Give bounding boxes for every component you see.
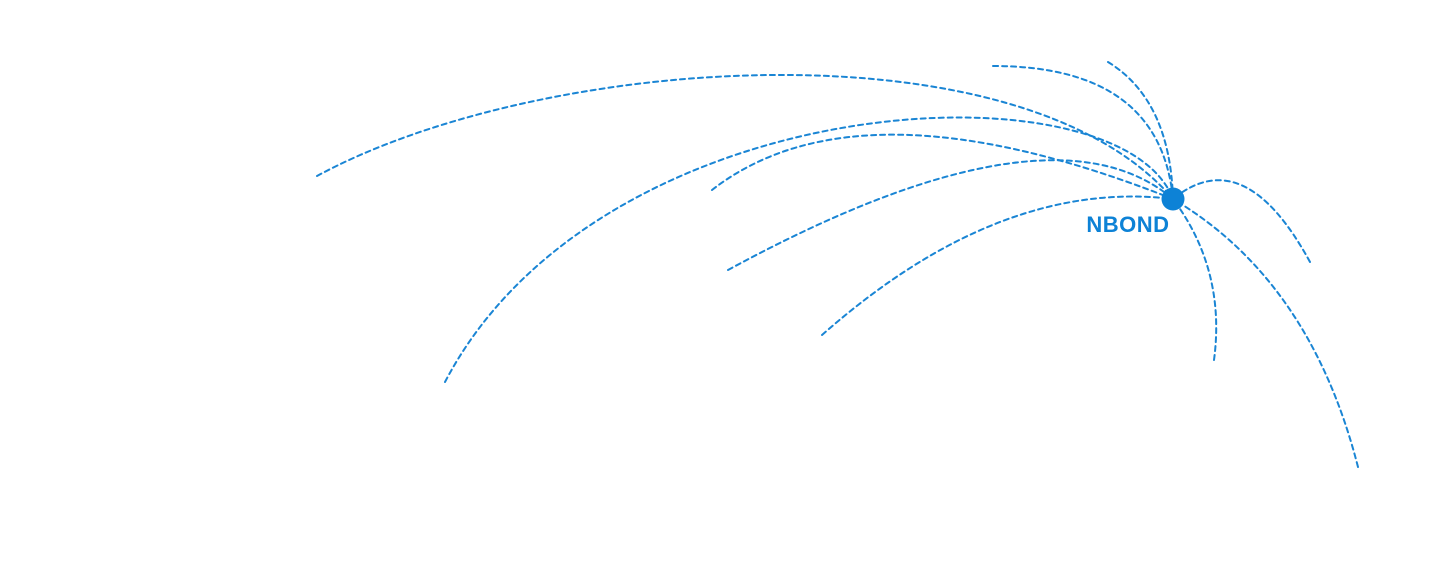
graph-edge-edge-3[interactable] [711,133,1174,200]
node-nbond-label[interactable]: NBOND [1083,209,1172,240]
graph-edge-edge-9[interactable] [1172,198,1218,361]
graph-edge-edge-5[interactable] [821,195,1174,336]
graph-edge-edge-7[interactable] [1107,61,1174,200]
graph-edge-edge-2[interactable] [444,116,1174,383]
node-nbond[interactable] [1161,187,1185,211]
graph-edge-edge-8[interactable] [1172,179,1311,263]
graph-edge-edge-10[interactable] [1172,198,1359,468]
graph-edge-edge-4[interactable] [727,159,1174,271]
graph-edge-edge-1[interactable] [316,74,1174,200]
graph-edge-edge-6[interactable] [992,65,1174,200]
edge-layer [316,61,1359,468]
